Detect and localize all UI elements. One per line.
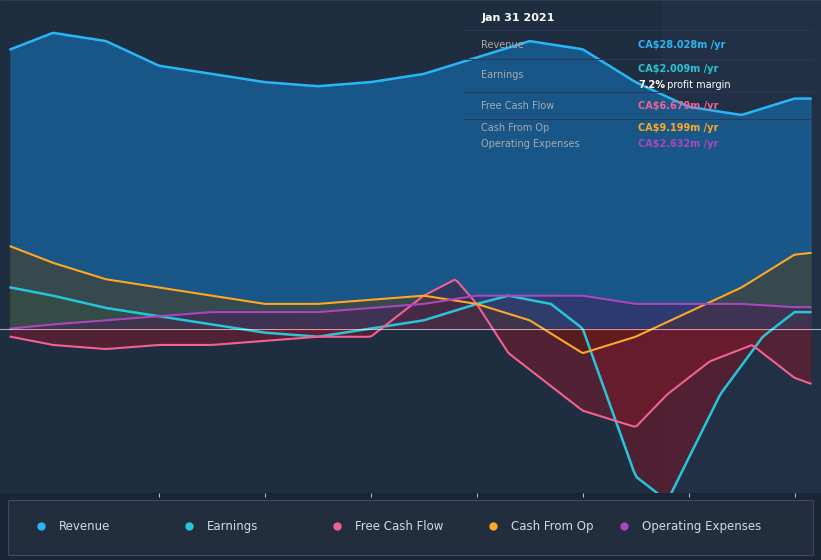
Text: Free Cash Flow: Free Cash Flow bbox=[481, 101, 554, 111]
Text: CA$28.028m /yr: CA$28.028m /yr bbox=[639, 40, 726, 50]
Text: CA$6.679m /yr: CA$6.679m /yr bbox=[639, 101, 718, 111]
Text: Revenue: Revenue bbox=[481, 40, 524, 50]
Bar bbox=[662, 0, 821, 493]
Text: Free Cash Flow: Free Cash Flow bbox=[355, 520, 443, 533]
Text: Earnings: Earnings bbox=[481, 69, 524, 80]
Text: CA$2.009m /yr: CA$2.009m /yr bbox=[639, 64, 718, 73]
Text: 7.2%: 7.2% bbox=[639, 80, 665, 90]
Text: Earnings: Earnings bbox=[207, 520, 259, 533]
Text: Cash From Op: Cash From Op bbox=[511, 520, 593, 533]
Text: CA$2.632m /yr: CA$2.632m /yr bbox=[639, 139, 718, 149]
Text: CA$9.199m /yr: CA$9.199m /yr bbox=[639, 123, 718, 133]
Text: profit margin: profit margin bbox=[664, 80, 732, 90]
Text: Operating Expenses: Operating Expenses bbox=[642, 520, 761, 533]
Text: Jan 31 2021: Jan 31 2021 bbox=[481, 13, 555, 23]
FancyBboxPatch shape bbox=[8, 500, 813, 554]
Text: Operating Expenses: Operating Expenses bbox=[481, 139, 580, 149]
Text: Revenue: Revenue bbox=[59, 520, 111, 533]
Text: Cash From Op: Cash From Op bbox=[481, 123, 549, 133]
